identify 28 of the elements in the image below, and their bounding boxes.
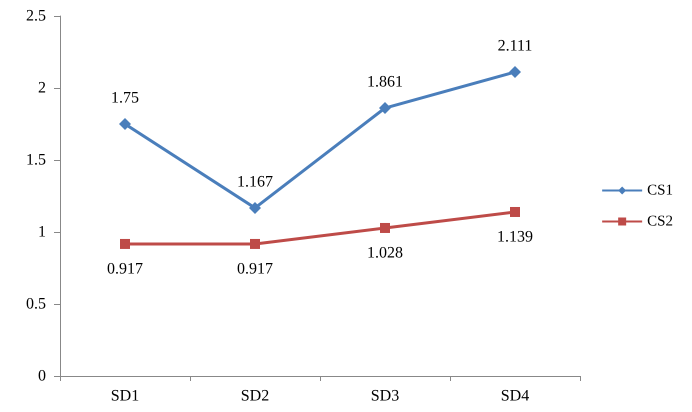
data-label: 0.917 — [107, 260, 143, 278]
point — [380, 222, 390, 233]
point — [509, 66, 521, 78]
point — [510, 206, 520, 217]
data-label: 1.75 — [111, 90, 139, 106]
y-tick-label: 0.5 — [26, 296, 46, 312]
data-label: 1.139 — [497, 228, 533, 246]
x-tick-label: SD1 — [110, 388, 140, 404]
x-tick-label: SD4 — [500, 388, 530, 404]
point — [250, 238, 260, 249]
y-tick-label: 0 — [38, 368, 46, 384]
data-label: 1.167 — [237, 173, 273, 190]
point — [119, 118, 131, 130]
y-tick-label: 1.5 — [26, 152, 46, 168]
data-label: 0.917 — [237, 260, 273, 278]
data-label: 1.028 — [367, 244, 403, 262]
point — [120, 238, 130, 249]
y-tick-label: 2 — [38, 80, 46, 96]
legend-label: CS2 — [647, 214, 674, 230]
x-tick-label: SD2 — [240, 388, 270, 404]
legend-label: CS1 — [647, 182, 674, 198]
y-tick-label: 1 — [38, 224, 46, 240]
point — [249, 202, 261, 214]
x-tick-label: SD3 — [370, 388, 400, 404]
data-label: 1.861 — [367, 74, 403, 91]
data-label: 2.111 — [498, 38, 532, 55]
point — [379, 102, 391, 114]
y-tick-label: 2.5 — [26, 8, 46, 24]
